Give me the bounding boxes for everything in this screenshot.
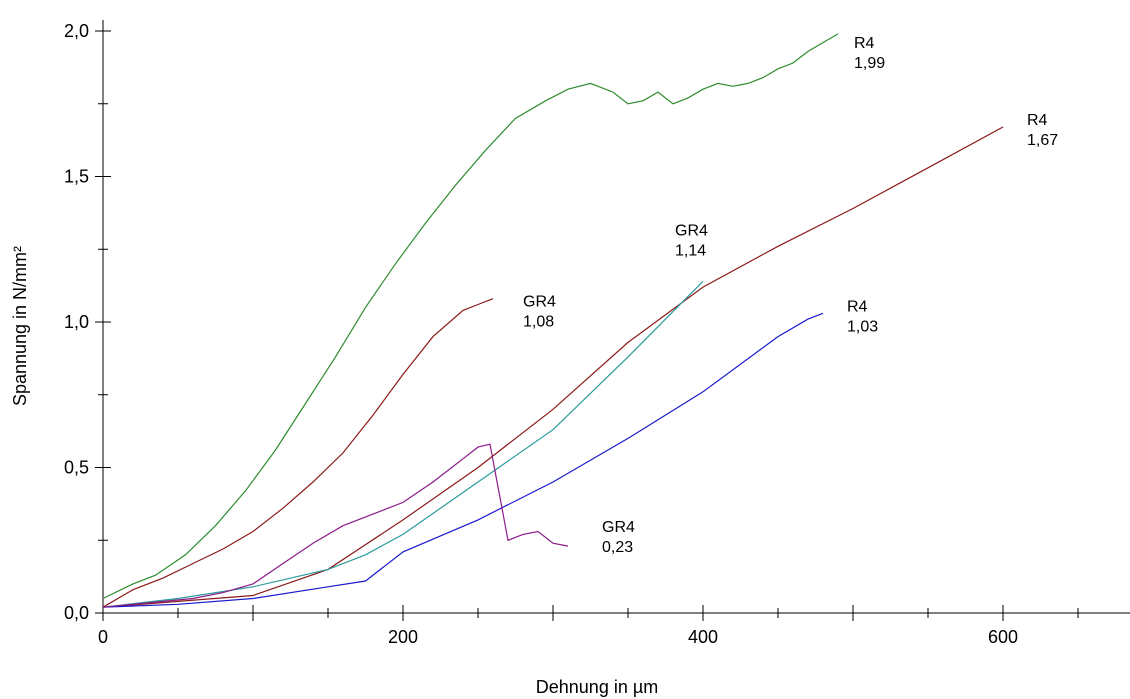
x-tick-label: 600 (988, 627, 1018, 647)
series-annotation-name: GR4 (602, 519, 635, 536)
series-annotation-value: 1,67 (1027, 132, 1058, 149)
x-tick-label: 0 (98, 627, 108, 647)
series-layer (102, 33, 1004, 608)
series-annotation-value: 0,23 (602, 539, 633, 556)
series-line (102, 126, 1004, 608)
series-line (102, 280, 704, 608)
series-annotation-value: 1,03 (847, 318, 878, 335)
series-line (102, 33, 839, 600)
series-annotation-name: R4 (854, 35, 875, 52)
series-line (102, 298, 494, 608)
y-tick-label: 0,5 (64, 458, 89, 478)
annotation-layer: R4 1,99 GR4 1,08 R4 1,67 GR4 1,14 R4 1,03 GR4 0,23 (523, 35, 1058, 556)
x-tick-label: 200 (388, 627, 418, 647)
x-axis-label: Dehnung in µm (536, 677, 658, 697)
series-annotation-value: 1,08 (523, 314, 554, 331)
series-annotation-name: GR4 (523, 294, 556, 311)
series-annotation-value: 1,99 (854, 55, 885, 72)
series-annotation-name: GR4 (675, 222, 708, 239)
y-tick-label: 1,5 (64, 167, 89, 187)
y-tick-label: 2,0 (64, 21, 89, 41)
axes (102, 20, 1130, 614)
y-tick-label: 0,0 (64, 603, 89, 623)
y-tick-label: 1,0 (64, 312, 89, 332)
series-annotation-name: R4 (1027, 112, 1048, 129)
series-annotation-value: 1,14 (675, 242, 706, 259)
y-axis-label: Spannung in N/mm² (10, 246, 30, 406)
x-tick-label: 400 (688, 627, 718, 647)
series-line (102, 443, 569, 608)
tick-labels: 0 200 400 600 0,0 0,5 1,0 1,5 2,0 (64, 21, 1018, 647)
series-line (102, 312, 824, 608)
ticks (95, 30, 1079, 621)
series-annotation-name: R4 (847, 298, 868, 315)
